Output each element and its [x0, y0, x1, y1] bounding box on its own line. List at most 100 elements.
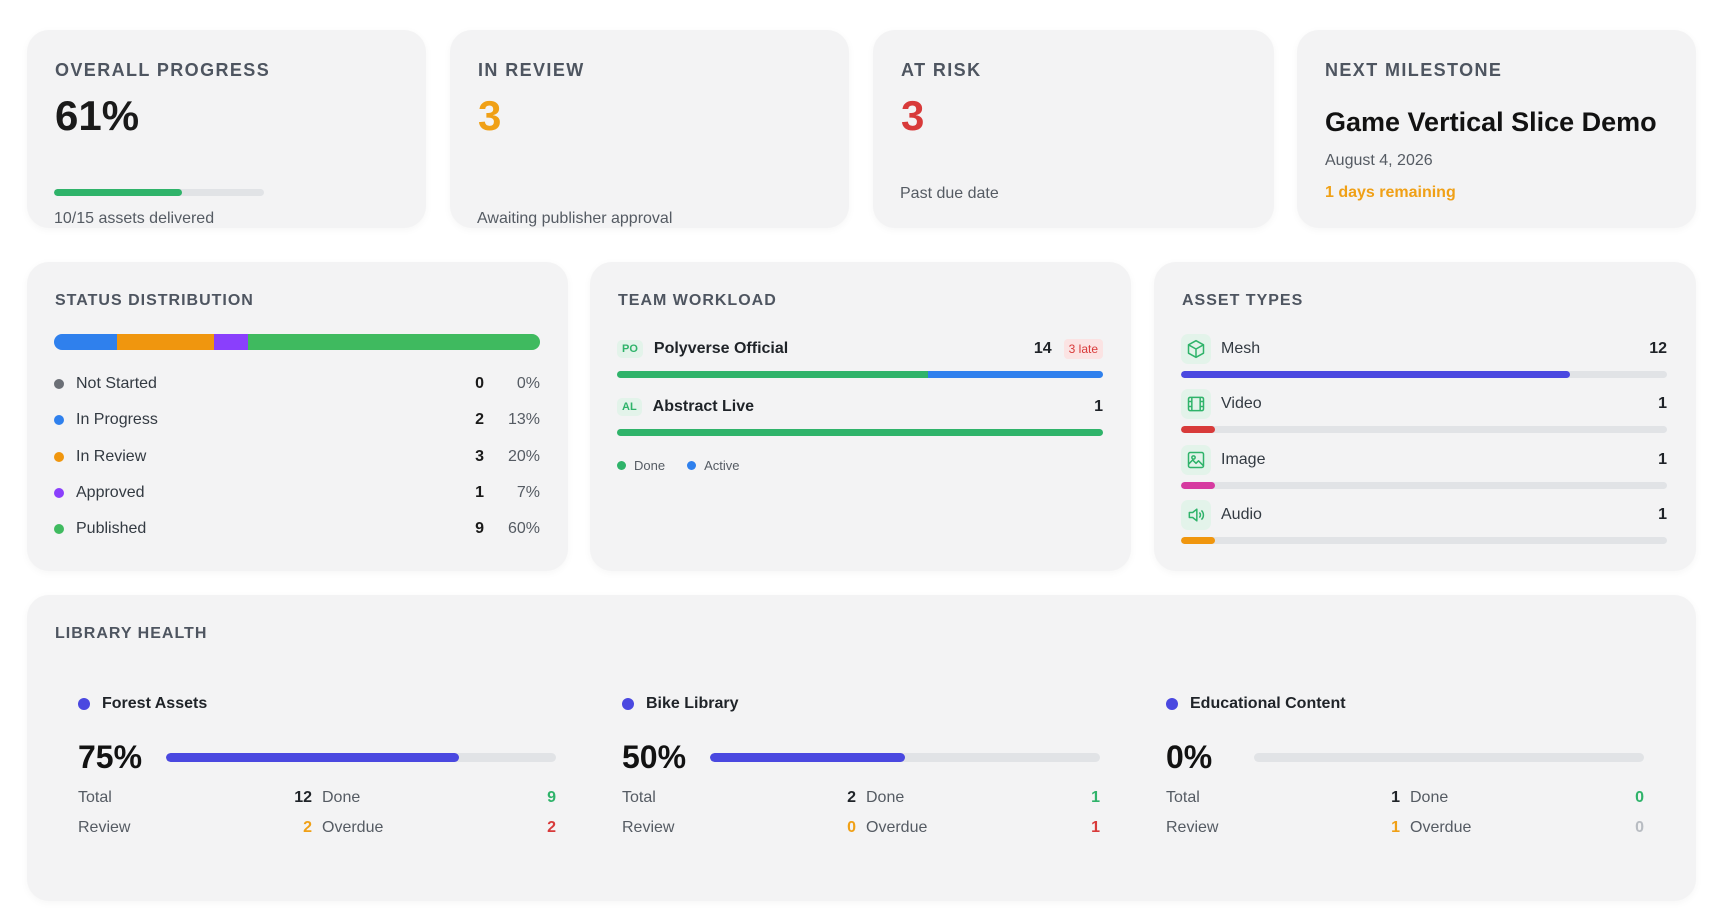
stat-review: Review 0: [622, 819, 856, 836]
status-row[interactable]: Published 9 60%: [54, 511, 540, 547]
asset-type-bar: [1181, 482, 1667, 489]
status-label: In Review: [76, 447, 147, 465]
status-row[interactable]: Not Started 0 0%: [54, 366, 540, 402]
kpi-title: AT RISK: [901, 60, 982, 80]
status-dot: [54, 379, 64, 390]
team-name: Polyverse Official: [653, 340, 789, 357]
stat-total: Total 1: [1166, 789, 1400, 806]
stat-review: Review 1: [1166, 819, 1400, 836]
stat-overdue: Overdue 2: [322, 819, 556, 836]
panel-title: STATUS DISTRIBUTION: [55, 292, 254, 309]
asset-type-count: 12: [1649, 340, 1667, 357]
status-percent: 60%: [507, 520, 540, 538]
library-dot: [78, 698, 90, 710]
kpi-subtext: Past due date: [900, 185, 999, 202]
status-segment: [214, 334, 249, 350]
team-row[interactable]: AL Abstract Live 1: [617, 393, 1103, 436]
asset-type-row[interactable]: Image 1: [1181, 445, 1667, 489]
status-count: 3: [475, 447, 484, 465]
asset-type-row[interactable]: Audio 1: [1181, 500, 1667, 544]
legend-label: Active: [704, 458, 740, 473]
library-card[interactable]: Educational Content 0% Total 1 Done 0 Revi…: [1166, 693, 1644, 837]
status-percent: 0%: [516, 375, 540, 393]
workload-legend: Done Active: [617, 458, 761, 473]
library-dot: [1166, 698, 1178, 710]
status-label: In Progress: [76, 411, 158, 429]
kpi-subtext: 10/15 assets delivered: [54, 210, 215, 227]
status-percent: 20%: [507, 447, 540, 465]
asset-type-bar: [1181, 371, 1667, 378]
library-progress-bar: [1254, 752, 1644, 762]
team-avatar: AL: [617, 398, 642, 416]
status-label: Published: [76, 520, 147, 538]
status-row[interactable]: Approved 1 7%: [54, 475, 540, 511]
asset-type-row[interactable]: Video 1: [1181, 389, 1667, 433]
done-segment: [617, 371, 929, 378]
film-icon: [1181, 389, 1211, 419]
status-dot: [54, 524, 64, 535]
stat-total: Total 12: [78, 789, 312, 806]
status-segment: [54, 334, 118, 350]
library-progress-fill: [710, 752, 905, 762]
status-segment: [117, 334, 215, 350]
status-label: Not Started: [76, 375, 157, 393]
panel-title: ASSET TYPES: [1182, 292, 1304, 309]
team-workload-bar: [617, 371, 1103, 378]
asset-type-name: Mesh: [1221, 340, 1261, 357]
overall-progress-fill: [54, 189, 183, 196]
status-distribution-panel: STATUS DISTRIBUTION Not Started 0 0% In Pro…: [27, 262, 568, 571]
team-name: Abstract Live: [652, 398, 755, 415]
asset-type-fill: [1181, 426, 1216, 433]
asset-type-fill: [1181, 537, 1216, 544]
library-progress-fill: [166, 752, 459, 762]
asset-type-name: Audio: [1221, 506, 1262, 523]
kpi-title: NEXT MILESTONE: [1325, 60, 1503, 80]
stat-total: Total 2: [622, 789, 856, 806]
team-workload-bar: [617, 429, 1103, 436]
kpi-subtext: Awaiting publisher approval: [477, 210, 673, 227]
team-asset-count: 14: [1033, 340, 1052, 357]
image-icon: [1181, 445, 1211, 475]
legend-label: Done: [634, 458, 666, 473]
kpi-value: 61%: [55, 92, 140, 139]
asset-type-fill: [1181, 371, 1570, 378]
status-dot: [54, 415, 64, 426]
milestone-date: August 4, 2026: [1325, 152, 1433, 169]
asset-type-count: 1: [1658, 451, 1667, 468]
legend-dot: [617, 461, 626, 470]
stat-overdue: Overdue 1: [866, 819, 1100, 836]
stat-done: Done 1: [866, 789, 1100, 806]
milestone-name: Game Vertical Slice Demo: [1325, 107, 1657, 137]
cube-icon: [1181, 334, 1211, 364]
library-name: Educational Content: [1190, 695, 1346, 712]
speaker-icon: [1181, 500, 1211, 530]
legend-done: Done: [617, 458, 665, 473]
asset-type-name: Video: [1221, 395, 1262, 412]
status-count: 2: [475, 411, 484, 429]
library-progress-bar: [166, 752, 556, 762]
kpi-card-at-risk: AT RISK 3 Past due date: [873, 30, 1274, 228]
late-badge: 3 late: [1063, 339, 1103, 359]
asset-type-row[interactable]: Mesh 12: [1181, 334, 1667, 378]
status-label: Approved: [76, 484, 145, 502]
status-row[interactable]: In Progress 2 13%: [54, 402, 540, 438]
team-workload-panel: TEAM WORKLOAD PO Polyverse Official 14 3…: [590, 262, 1131, 571]
status-dot: [54, 488, 64, 499]
panel-title: LIBRARY HEALTH: [55, 625, 208, 642]
milestone-remaining: 1 days remaining: [1325, 184, 1456, 201]
status-row[interactable]: In Review 3 20%: [54, 439, 540, 475]
status-count: 1: [475, 484, 484, 502]
kpi-card-next-milestone: NEXT MILESTONE Game Vertical Slice Demo …: [1297, 30, 1696, 228]
status-segment: [248, 334, 540, 350]
library-dot: [622, 698, 634, 710]
kpi-value: 3: [478, 92, 502, 139]
stat-overdue: Overdue 0: [1410, 819, 1644, 836]
library-card[interactable]: Bike Library 50% Total 2 Done 1 Review 0 Ov…: [622, 693, 1100, 837]
panel-title: TEAM WORKLOAD: [618, 292, 777, 309]
library-card[interactable]: Forest Assets 75% Total 12 Done 9 Review 2 …: [78, 693, 556, 837]
status-count: 9: [475, 520, 484, 538]
status-stacked-bar: [54, 334, 540, 350]
overall-progress-bar: [54, 189, 264, 196]
team-row[interactable]: PO Polyverse Official 14 3 late: [617, 335, 1103, 378]
kpi-title: IN REVIEW: [478, 60, 585, 80]
